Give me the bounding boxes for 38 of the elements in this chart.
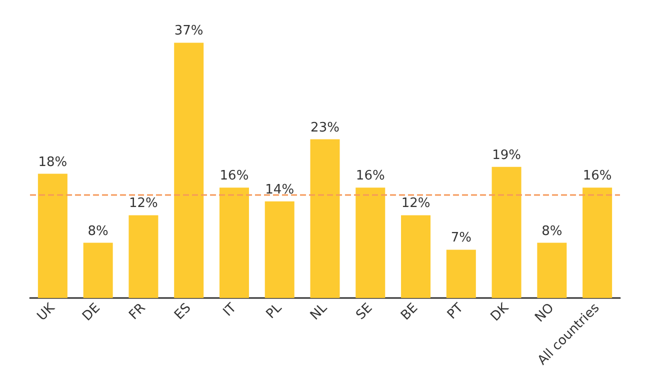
data-label: 23%	[310, 120, 340, 136]
x-tick-label: NO	[532, 300, 558, 326]
data-label: 8%	[88, 224, 108, 239]
data-label: 12%	[129, 196, 158, 212]
x-tick-label: NL	[308, 300, 331, 324]
bar	[174, 42, 204, 298]
bar	[537, 242, 567, 298]
bar	[446, 250, 476, 298]
x-tick-label: PT	[444, 300, 467, 322]
x-tick-label: UK	[34, 300, 58, 324]
data-label: 7%	[450, 230, 472, 246]
x-tick-label: FR	[126, 300, 149, 323]
data-label: 8%	[542, 224, 562, 239]
x-tick-label: DK	[488, 300, 512, 324]
data-label: 14%	[265, 182, 294, 198]
bar	[219, 188, 249, 298]
bar	[582, 188, 612, 298]
bar	[356, 188, 386, 298]
data-label: 18%	[38, 154, 68, 170]
data-label: 16%	[582, 168, 612, 184]
bar	[38, 174, 68, 298]
bar	[310, 139, 340, 298]
x-tick-label: ES	[172, 300, 194, 323]
data-label: 37%	[174, 24, 204, 39]
bar	[492, 166, 522, 298]
x-tick-label: PL	[264, 300, 286, 322]
data-label: 16%	[356, 168, 385, 184]
bar	[401, 215, 431, 298]
data-label: 19%	[492, 148, 521, 163]
x-tick-label: IT	[220, 300, 240, 320]
data-label: 12%	[401, 196, 430, 212]
x-tick-label: BE	[398, 300, 422, 324]
bar	[264, 201, 294, 298]
x-tick-label: SE	[353, 300, 376, 323]
bar	[83, 242, 113, 298]
x-tick-label: DE	[80, 300, 104, 324]
bar	[128, 215, 158, 298]
data-label: 16%	[220, 168, 249, 184]
